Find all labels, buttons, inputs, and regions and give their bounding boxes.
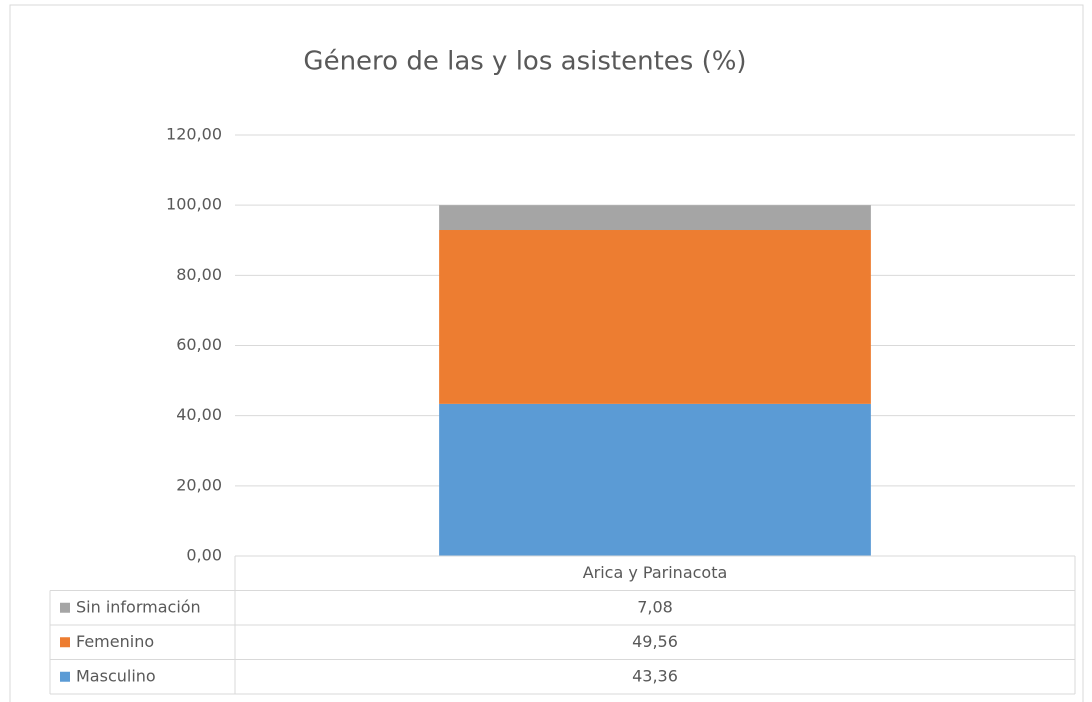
chart-title: Género de las y los asistentes (%)	[303, 47, 746, 77]
x-tick-label: Arica y Parinacota	[583, 563, 728, 582]
bar-segment	[439, 205, 871, 231]
chart-border	[9, 4, 1084, 702]
y-tick-label: 80,00	[176, 265, 222, 284]
legend-swatch	[60, 602, 70, 613]
legend-swatch	[60, 671, 70, 682]
table-value: 7,08	[637, 597, 673, 616]
y-tick-label: 60,00	[176, 335, 222, 354]
y-tick-label: 100,00	[166, 195, 222, 214]
bar-segment	[439, 403, 871, 556]
legend-label: Femenino	[76, 632, 154, 651]
y-tick-label: 40,00	[176, 405, 222, 424]
legend-label: Sin información	[76, 597, 201, 616]
legend-label: Masculino	[76, 666, 156, 685]
y-tick-label: 0,00	[186, 546, 222, 565]
y-tick-label: 120,00	[166, 125, 222, 144]
legend-swatch	[60, 637, 70, 648]
y-tick-label: 20,00	[176, 475, 222, 494]
bar-segment	[439, 230, 871, 404]
table-value: 43,36	[632, 666, 678, 685]
table-value: 49,56	[632, 632, 678, 651]
